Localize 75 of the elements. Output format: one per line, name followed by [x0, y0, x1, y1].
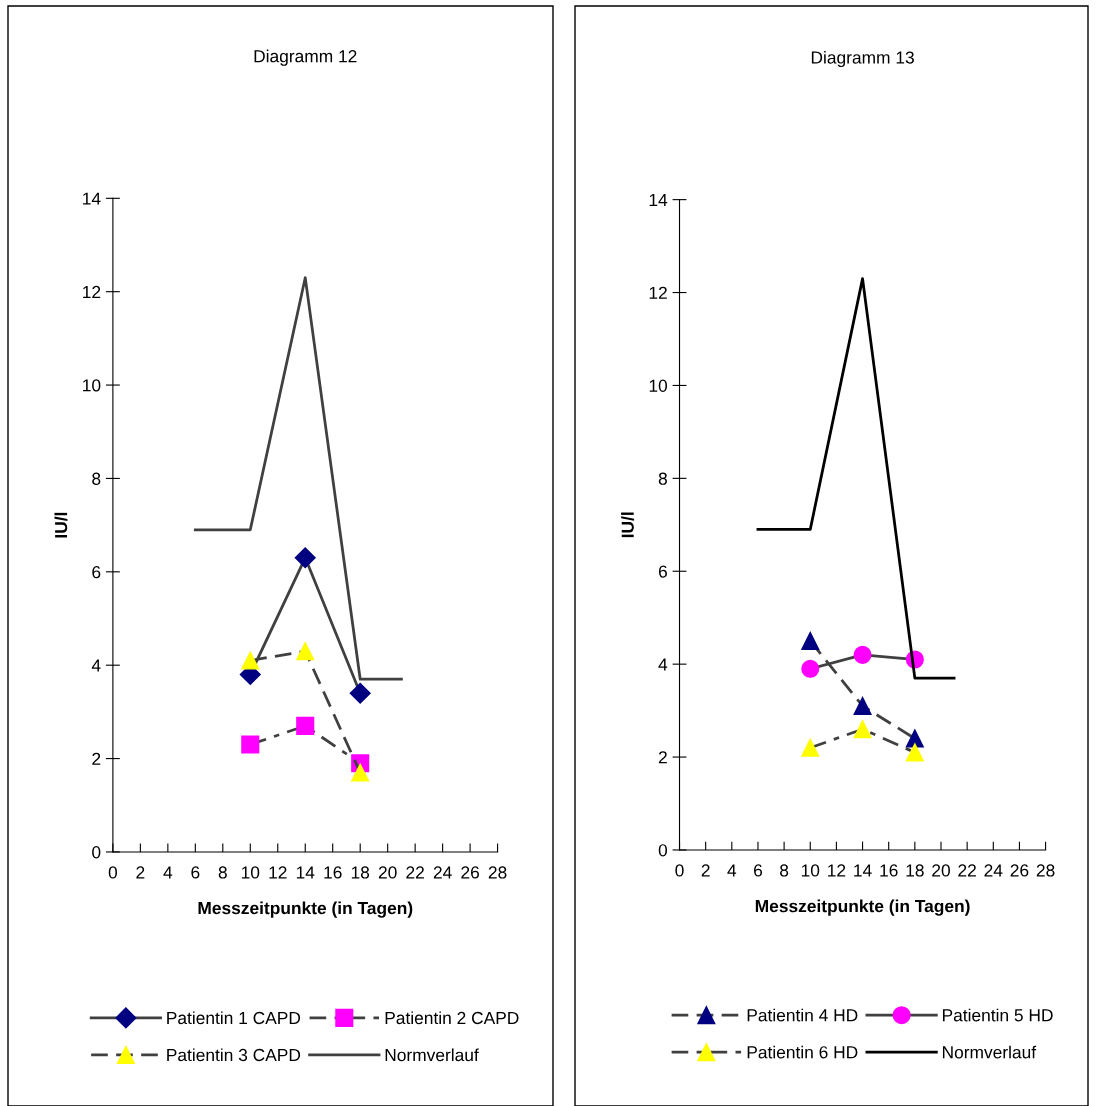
- legend-label: Patientin 6 HD: [747, 1045, 858, 1059]
- point: [294, 547, 316, 569]
- y-tick-label: 14: [649, 193, 668, 206]
- y-tick-label: 2: [658, 751, 667, 764]
- point: [853, 720, 872, 739]
- x-tick-label: 10: [241, 866, 260, 879]
- y-tick-label: 0: [92, 846, 101, 859]
- legend-label: Patientin 5 HD: [942, 1008, 1053, 1022]
- point: [296, 642, 315, 661]
- point: [801, 738, 820, 757]
- x-tick-label: 12: [269, 866, 287, 879]
- y-tick-label: 8: [658, 472, 667, 485]
- y-tick-label: 12: [649, 286, 667, 299]
- x-tick-label: 20: [932, 864, 950, 877]
- point: [853, 645, 872, 664]
- point: [349, 682, 371, 704]
- x-tick-label: 16: [324, 866, 342, 879]
- x-tick-label: 2: [701, 864, 710, 877]
- point: [801, 659, 820, 678]
- x-tick-label: 20: [378, 866, 397, 879]
- y-tick-label: 6: [658, 565, 667, 578]
- x-tick-label: 24: [433, 866, 452, 879]
- x-tick-label: 28: [1036, 864, 1055, 877]
- y-tick-label: 6: [92, 565, 101, 579]
- x-tick-label: 14: [296, 866, 315, 879]
- x-axis-title: Messzeitpunkte (in Tagen): [198, 901, 413, 918]
- legend-label: Normverlauf: [385, 1048, 479, 1062]
- x-tick-label: 2: [136, 866, 145, 879]
- x-tick-label: 24: [984, 864, 1003, 877]
- x-tick-label: 4: [727, 864, 737, 877]
- y-tick-label: 4: [658, 658, 668, 671]
- x-tick-label: 22: [958, 864, 976, 877]
- point: [351, 763, 370, 782]
- x-tick-label: 18: [906, 864, 924, 877]
- y-tick-label: 12: [83, 285, 101, 298]
- y-tick-label: 10: [649, 379, 668, 392]
- x-tick-label: 8: [780, 864, 789, 877]
- y-tick-label: 10: [83, 379, 101, 392]
- legend-label: Patientin 4 HD: [747, 1008, 858, 1022]
- x-tick-label: 12: [828, 864, 846, 877]
- x-axis-title: Messzeitpunkte (in Tagen): [755, 899, 970, 916]
- point: [296, 716, 315, 735]
- x-tick-label: 4: [163, 866, 173, 879]
- point: [905, 729, 924, 748]
- point: [241, 651, 260, 670]
- chart-title: Diagramm 13: [811, 50, 914, 68]
- x-tick-label: 8: [218, 866, 227, 879]
- y-tick-label: 2: [92, 752, 101, 765]
- x-tick-label: 0: [675, 864, 684, 877]
- x-tick-label: 14: [854, 864, 872, 877]
- point: [801, 631, 820, 650]
- x-tick-label: 6: [754, 864, 763, 877]
- legend-label: Patientin 1 CAPD: [167, 1011, 301, 1025]
- y-tick-label: 0: [658, 844, 668, 857]
- point: [241, 735, 260, 754]
- y-tick-label: 4: [91, 659, 101, 672]
- legend-label: Patientin 2 CAPD: [385, 1011, 519, 1025]
- y-axis-title: IU/l: [54, 512, 68, 538]
- x-tick-label: 22: [406, 866, 424, 879]
- x-tick-label: 18: [351, 866, 370, 879]
- x-tick-label: 26: [461, 866, 479, 879]
- x-tick-label: 16: [880, 864, 898, 877]
- x-tick-label: 0: [108, 866, 118, 879]
- x-tick-label: 10: [801, 864, 820, 877]
- x-tick-label: 28: [488, 866, 507, 879]
- chart-title: Diagramm 12: [254, 49, 357, 66]
- x-tick-label: 26: [1010, 864, 1029, 877]
- y-tick-label: 14: [83, 192, 101, 205]
- legend-label: Patientin 3 CAPD: [167, 1048, 301, 1062]
- y-axis-title: IU/l: [621, 512, 635, 538]
- y-tick-label: 8: [92, 472, 101, 485]
- point: [853, 696, 872, 715]
- legend-label: Normverlauf: [942, 1045, 1037, 1059]
- point: [905, 743, 924, 762]
- x-tick-label: 6: [191, 866, 200, 879]
